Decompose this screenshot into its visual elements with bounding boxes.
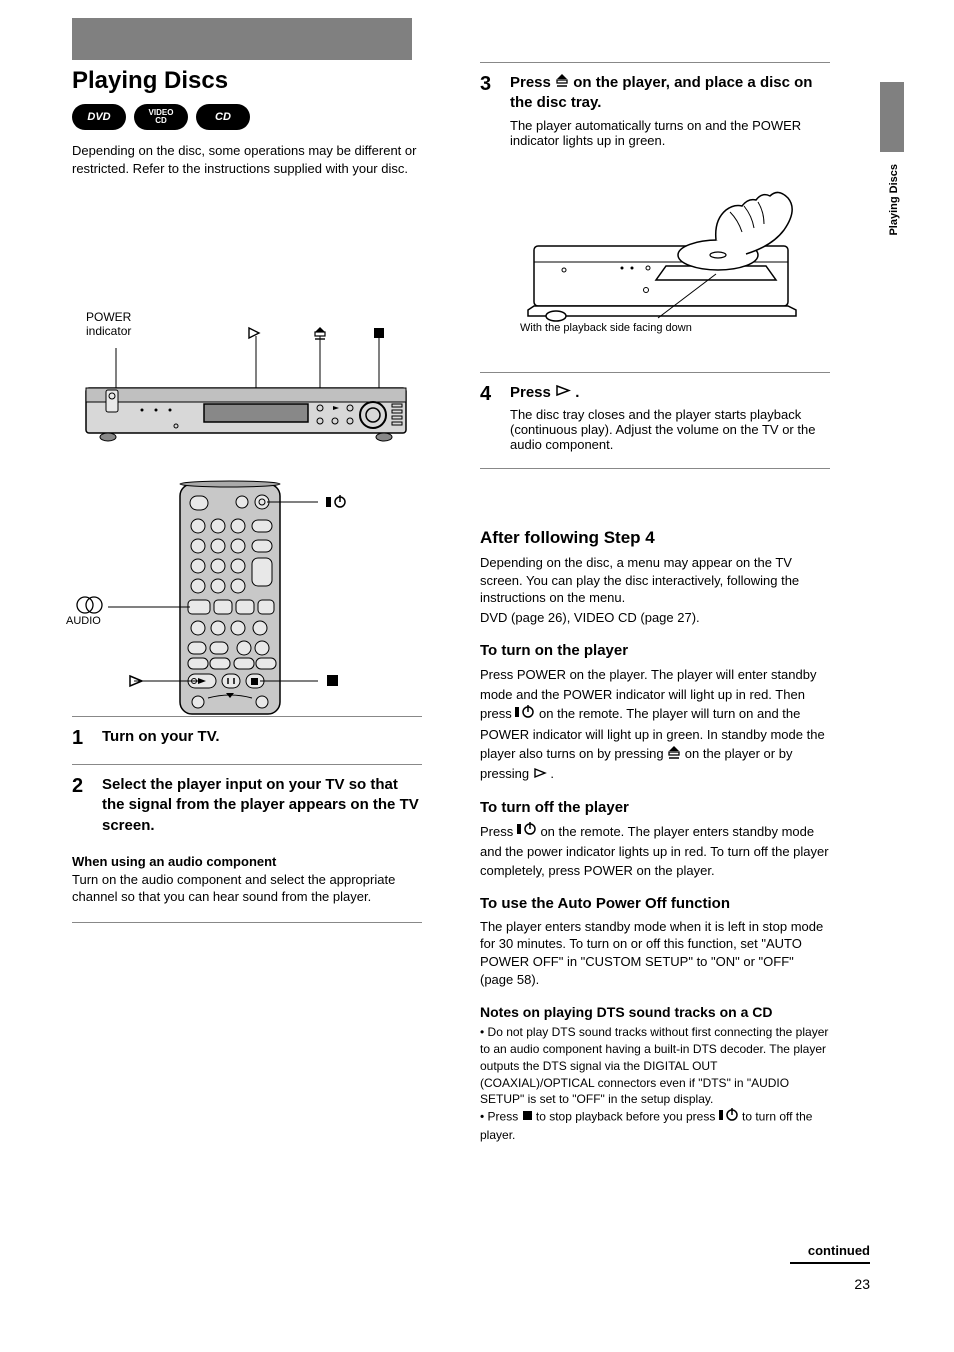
intro-text: Depending on the disc, some operations m… — [72, 142, 422, 177]
step-1-text: Turn on your TV. — [102, 727, 220, 750]
badge-cd: CD — [196, 104, 250, 130]
play-icon — [555, 383, 571, 403]
step-2-num: 2 — [72, 775, 92, 836]
page-title: Playing Discs — [72, 68, 422, 94]
side-tab-label: Playing Discs — [888, 164, 900, 236]
power-icon — [517, 822, 537, 842]
step-4-sub: The disc tray closes and the player star… — [510, 407, 830, 452]
divider — [480, 468, 830, 469]
turn-off-body: Press on the remote. The player enters s… — [480, 822, 830, 881]
divider — [480, 62, 830, 63]
power-icon — [719, 1108, 739, 1127]
step-2-text: Select the player input on your TV so th… — [102, 775, 422, 836]
remote-audio-label: AUDIO — [66, 615, 101, 627]
divider — [72, 764, 422, 765]
remote-callouts — [60, 480, 430, 720]
after-step4-body: Depending on the disc, a menu may appear… — [480, 554, 830, 607]
remote-play-icon — [128, 674, 144, 691]
badge-dvd: DVD — [72, 104, 126, 130]
step-3-num: 3 — [480, 73, 500, 148]
divider — [72, 716, 422, 717]
audio-component-body: Turn on the audio component and select t… — [72, 871, 422, 906]
step-3: 3 Press on the player, and place a disc … — [480, 73, 830, 148]
play-icon — [533, 765, 547, 785]
page-number: 23 — [854, 1276, 870, 1292]
step-1: 1 Turn on your TV. — [72, 727, 422, 750]
disc-badges: DVD VIDEOCD CD — [72, 104, 422, 130]
chapter-bar — [72, 18, 412, 60]
divider — [72, 922, 422, 923]
step-2: 2 Select the player input on your TV so … — [72, 775, 422, 836]
power-icon — [515, 705, 535, 725]
step-4-text: Press . — [510, 383, 830, 403]
after-step4-refs: DVD (page 26), VIDEO CD (page 27). — [480, 609, 830, 627]
auto-off-title: To use the Auto Power Off function — [480, 895, 830, 912]
step-3-sub: The player automatically turns on and th… — [510, 118, 830, 148]
disc-caption: With the playback side facing down — [520, 322, 692, 334]
notes-title: Notes on playing DTS sound tracks on a C… — [480, 1004, 830, 1020]
side-tab — [880, 82, 904, 152]
audio-component-note: When using an audio component Turn on th… — [72, 854, 422, 906]
turn-on-title: To turn on the player — [480, 642, 830, 659]
continued-label: continued — [808, 1243, 870, 1258]
step-3-text: Press on the player, and place a disc on… — [510, 73, 830, 114]
step-1-num: 1 — [72, 727, 92, 750]
remote-audio-icon — [76, 596, 106, 617]
notes-body: • Do not play DTS sound tracks without f… — [480, 1024, 830, 1144]
turn-on-body: Press POWER on the player. The player wi… — [480, 665, 830, 784]
step-4-num: 4 — [480, 383, 500, 452]
turn-off-title: To turn off the player — [480, 799, 830, 816]
remote-stop-icon — [326, 674, 340, 691]
eject-icon — [667, 745, 681, 765]
auto-off-body: The player enters standby mode when it i… — [480, 918, 830, 988]
after-step4-title: After following Step 4 — [480, 528, 830, 548]
remote-power-icon — [326, 494, 348, 513]
player-diagram — [76, 318, 416, 448]
divider — [480, 372, 830, 373]
stop-icon — [522, 1109, 533, 1126]
step-4: 4 Press . The disc tray closes and the p… — [480, 383, 830, 452]
eject-icon — [555, 73, 569, 93]
audio-component-title: When using an audio component — [72, 854, 422, 869]
continued-rule — [790, 1262, 870, 1264]
badge-videocd: VIDEOCD — [134, 104, 188, 130]
